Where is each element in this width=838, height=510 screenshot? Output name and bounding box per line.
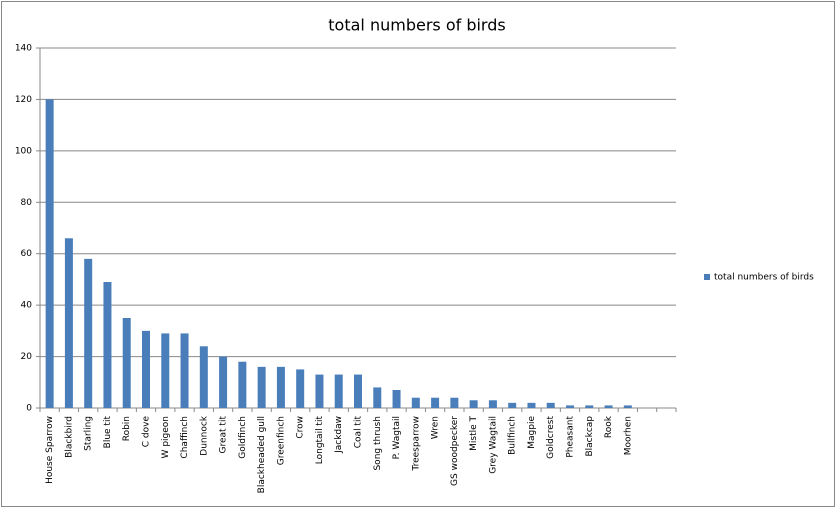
x-tick-label: Goldfinch: [238, 416, 248, 459]
x-tick-label: Grey Wagtail: [488, 416, 498, 474]
x-tick-label: Song thrush: [373, 416, 383, 471]
x-tick-label: Blackcap: [585, 416, 595, 457]
bar: [527, 402, 536, 408]
legend-label: total numbers of birds: [714, 273, 814, 283]
bar: [142, 330, 150, 408]
bar: [488, 400, 497, 408]
bar: [257, 366, 266, 408]
bar: [180, 333, 189, 408]
bar: [122, 318, 131, 408]
x-tick-label: Crow: [296, 416, 306, 439]
x-tick-label: Pheasant: [566, 416, 576, 458]
bar: [334, 374, 343, 408]
bar: [508, 402, 517, 408]
y-tick-label: 140: [15, 44, 32, 54]
x-tick-label: Bullfinch: [508, 416, 518, 455]
bar: [103, 282, 112, 408]
y-tick-label: 60: [21, 249, 33, 259]
bar: [431, 397, 440, 408]
x-tick-label: P. Wagtail: [392, 416, 402, 459]
bar: [84, 258, 93, 408]
bar: [450, 397, 459, 408]
legend-swatch: [704, 274, 710, 280]
x-tick-label: Robin: [122, 416, 132, 441]
bar: [296, 369, 305, 408]
x-tick-label: Longtail tit: [315, 416, 325, 465]
bar: [64, 238, 73, 408]
bar: [238, 361, 247, 408]
bar: [392, 390, 401, 408]
x-tick-label: Dunnock: [199, 415, 209, 455]
x-tick-label: Coal tit: [354, 416, 364, 449]
bar: [623, 405, 632, 408]
x-tick-label: C dove: [142, 416, 152, 448]
bar: [566, 405, 574, 408]
x-tick-label: Jackdaw: [334, 416, 344, 454]
y-tick-label: 80: [21, 198, 33, 208]
bar: [546, 402, 555, 408]
x-tick-label: Magpie: [527, 416, 537, 449]
bar: [604, 405, 613, 408]
x-tick-label: GS woodpecker: [450, 416, 460, 486]
bar: [276, 366, 285, 408]
bar: [585, 405, 594, 408]
bar: [199, 346, 208, 408]
bar: [45, 99, 54, 408]
bar: [411, 397, 420, 408]
x-tick-label: Chaffinch: [180, 416, 190, 459]
x-tick-label: Mistle T: [469, 416, 479, 451]
y-tick-label: 20: [21, 352, 33, 362]
x-tick-label: Rook: [604, 415, 614, 438]
x-tick-label: Great tit: [219, 416, 229, 454]
x-tick-label: Blue tit: [103, 416, 113, 449]
x-tick-label: W pigeon: [161, 416, 171, 458]
bar: [315, 374, 324, 408]
x-tick-label: Blackbird: [64, 416, 74, 458]
bar: [469, 400, 478, 408]
x-tick-label: Treesparrow: [411, 416, 421, 472]
bar: [373, 387, 382, 408]
x-tick-label: Moorhen: [623, 416, 633, 455]
y-tick-label: 0: [26, 404, 32, 414]
x-tick-label: Greenfinch: [276, 416, 286, 465]
chart-title: total numbers of birds: [328, 16, 505, 35]
x-tick-label: Blackheaded gull: [257, 416, 267, 493]
x-tick-label: Goldcrest: [546, 416, 556, 459]
y-tick-label: 40: [21, 301, 33, 311]
y-tick-label: 100: [15, 146, 32, 156]
y-tick-label: 120: [15, 95, 32, 105]
bar: [219, 356, 228, 408]
x-tick-label: Starling: [84, 416, 94, 451]
bar: [354, 374, 362, 408]
x-tick-label: House Sparrow: [45, 416, 55, 484]
x-tick-label: Wren: [431, 416, 441, 439]
bar: [161, 333, 170, 408]
